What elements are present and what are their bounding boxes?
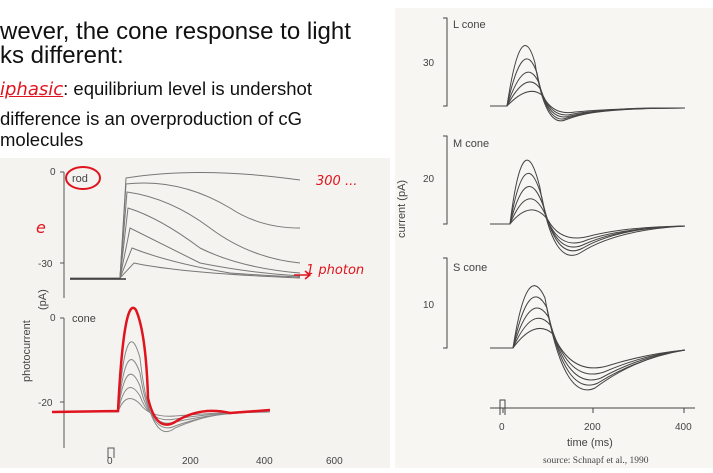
left-xtick-600: 600	[326, 456, 343, 467]
right-xtick-200: 200	[584, 422, 601, 433]
left-xtick-200: 200	[182, 456, 199, 467]
left-xtick-0: 0	[107, 456, 113, 467]
rod-ytick-30: -30	[38, 259, 53, 270]
left-figure: 0 -30 rod photocurrent (pA) 0 -20 cone	[0, 158, 390, 468]
handwritten-300: 300 ...	[316, 174, 358, 189]
handwritten-arrow	[294, 270, 312, 280]
rod-ytick-0: 0	[50, 167, 56, 178]
rod-circle-annotation	[65, 166, 101, 190]
rod-label: rod	[72, 173, 88, 185]
right-xtick-0: 0	[499, 422, 505, 433]
right-xtick-400: 400	[675, 422, 692, 433]
text-line-1: wever, the cone response to light	[0, 18, 351, 45]
cone-label: cone	[72, 313, 96, 325]
left-xtick-400: 400	[256, 456, 273, 467]
l-cone-ytick: 30	[423, 58, 435, 69]
s-cone-traces	[490, 285, 686, 391]
cone-ytick-0: 0	[50, 313, 56, 324]
text-line-2: ks different:	[0, 42, 124, 69]
source-citation: source: Schnapf et al., 1990	[543, 455, 649, 466]
text-line-3: iphasic: equilibrium level is undershot	[0, 78, 312, 100]
biphasic-handwritten: iphasic	[0, 79, 64, 100]
photocurrent-unit: (pA)	[37, 289, 49, 310]
text-line-5: molecules	[0, 129, 84, 150]
photocurrent-label: photocurrent	[21, 320, 33, 382]
handwritten-1-photon: 1 photon	[306, 263, 365, 278]
left-figure-svg: 0 -30 rod photocurrent (pA) 0 -20 cone	[21, 166, 343, 467]
slide-text: wever, the cone response to light ks dif…	[0, 0, 400, 160]
right-figure: current (pA) 30 L cone 20 M cone 10 S co…	[395, 8, 713, 468]
rod-traces	[70, 171, 301, 279]
cone-red-trace	[51, 306, 271, 426]
l-cone-traces	[490, 45, 686, 122]
handwritten-margin-mark: e	[36, 218, 46, 237]
s-cone-label: S cone	[453, 262, 487, 274]
l-cone-label: L cone	[453, 19, 486, 31]
cone-ytick-20: -20	[38, 398, 53, 409]
s-cone-ytick: 10	[423, 300, 435, 311]
time-label: time (ms)	[567, 437, 613, 449]
m-cone-ytick: 20	[423, 174, 435, 185]
cone-traces	[60, 341, 271, 433]
right-figure-svg: current (pA) 30 L cone 20 M cone 10 S co…	[396, 17, 695, 466]
current-label: current (pA)	[396, 180, 408, 238]
m-cone-label: M cone	[453, 138, 489, 150]
m-cone-traces	[490, 159, 686, 256]
text-line-4: difference is an overproduction of cG	[0, 108, 302, 129]
